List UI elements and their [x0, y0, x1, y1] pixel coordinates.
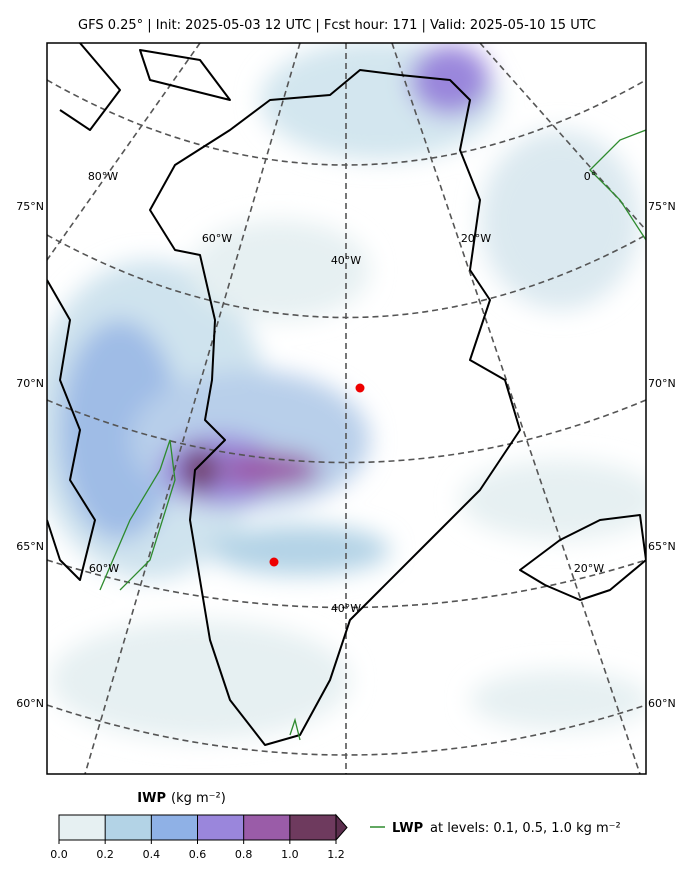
colorbar-extend [335, 813, 348, 842]
marker [269, 557, 279, 567]
colorbar-label: IWP [137, 791, 166, 806]
colorbar-tick-label: 0.0 [50, 848, 68, 861]
colorbar-tick-label: 1.0 [281, 848, 299, 861]
colorbar-segment [59, 815, 106, 840]
lat-label: 65°N [648, 540, 676, 553]
marker [355, 383, 365, 393]
colorbar-tick-label: 0.8 [235, 848, 253, 861]
colorbar-segment [243, 815, 291, 840]
colorbar-segment [105, 815, 152, 840]
colorbar-segment [151, 815, 198, 840]
legend-name: LWP [392, 821, 423, 836]
lon-label: 60°W [202, 232, 232, 245]
colorbar-unit: (kg m⁻²) [171, 791, 226, 806]
title: GFS 0.25° | Init: 2025-05-03 12 UTC | Fc… [78, 18, 596, 33]
colorbar-tick-label: 0.2 [96, 848, 114, 861]
colorbar-tick-label: 0.6 [189, 848, 207, 861]
lat-label: 75°N [16, 200, 44, 213]
coastlines [47, 43, 646, 746]
colorbar-tick-label: 0.4 [143, 848, 161, 861]
map-frame [46, 42, 647, 775]
iwp-field [47, 43, 646, 740]
lon-label: 80°W [88, 170, 118, 183]
lat-label: 70°N [16, 377, 44, 390]
map: 80°W 60°W 40°W 20°W 0° 60°W 40°W 20°W [47, 43, 646, 774]
lat-label: 70°N [648, 377, 676, 390]
lat-label: 75°N [648, 200, 676, 213]
lon-label: 20°W [574, 562, 604, 575]
lon-label: 40°W [331, 254, 361, 267]
colorbar-segment [289, 815, 337, 840]
colorbar: 0.0 0.2 0.4 0.6 0.8 1.0 1.2 [50, 813, 348, 861]
lon-label: 0° [584, 170, 597, 183]
graticule [47, 43, 646, 774]
lat-label: 60°N [648, 697, 676, 710]
lat-label: 60°N [16, 697, 44, 710]
lon-label: 20°W [461, 232, 491, 245]
lwp-contours [99, 129, 646, 741]
colorbar-segment [197, 815, 245, 840]
lon-label: 40°W [331, 602, 361, 615]
lat-label: 65°N [16, 540, 44, 553]
colorbar-tick-label: 1.2 [327, 848, 345, 861]
legend-text: at levels: 0.1, 0.5, 1.0 kg m⁻² [430, 821, 621, 836]
lon-label: 60°W [89, 562, 119, 575]
